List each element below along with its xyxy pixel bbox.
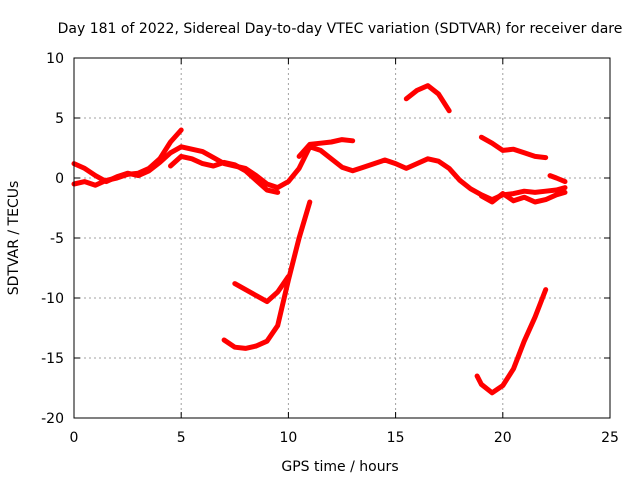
- y-axis-label: SDTVAR / TECUs: [6, 181, 22, 296]
- grid-layer: [74, 58, 610, 418]
- y-tick-label: -10: [41, 291, 64, 307]
- series-trace-4: [296, 137, 356, 159]
- series-trace-9: [232, 273, 291, 305]
- x-tick-label: 15: [387, 430, 405, 446]
- x-tick-label: 10: [279, 430, 297, 446]
- series-trace-2: [71, 127, 184, 188]
- tick-layer: 0 5 10 15 20 25 -20 -15 -10 -5 0 5 10: [41, 51, 619, 446]
- y-tick-label: 0: [55, 171, 64, 187]
- series-trace-7: [478, 189, 568, 205]
- y-tick-label: 10: [46, 51, 64, 67]
- series-layer: [71, 83, 568, 396]
- series-trace-3: [168, 153, 281, 195]
- series-trace-1: [71, 144, 568, 203]
- x-tick-label: 20: [494, 430, 512, 446]
- x-tick-label: 5: [177, 430, 186, 446]
- series-trace-10: [221, 199, 313, 351]
- series-trace-11: [474, 287, 549, 396]
- y-tick-label: -5: [50, 231, 64, 247]
- x-axis-label: GPS time / hours: [281, 459, 398, 475]
- chart-title: Day 181 of 2022, Sidereal Day-to-day VTE…: [58, 21, 623, 37]
- series-trace-5: [403, 83, 452, 114]
- x-tick-label: 25: [601, 430, 619, 446]
- series-trace-6: [478, 134, 549, 161]
- x-tick-label: 0: [70, 430, 79, 446]
- y-tick-label: -20: [41, 411, 64, 427]
- series-trace-8: [547, 173, 568, 185]
- y-tick-label: 5: [55, 111, 64, 127]
- y-tick-label: -15: [41, 351, 64, 367]
